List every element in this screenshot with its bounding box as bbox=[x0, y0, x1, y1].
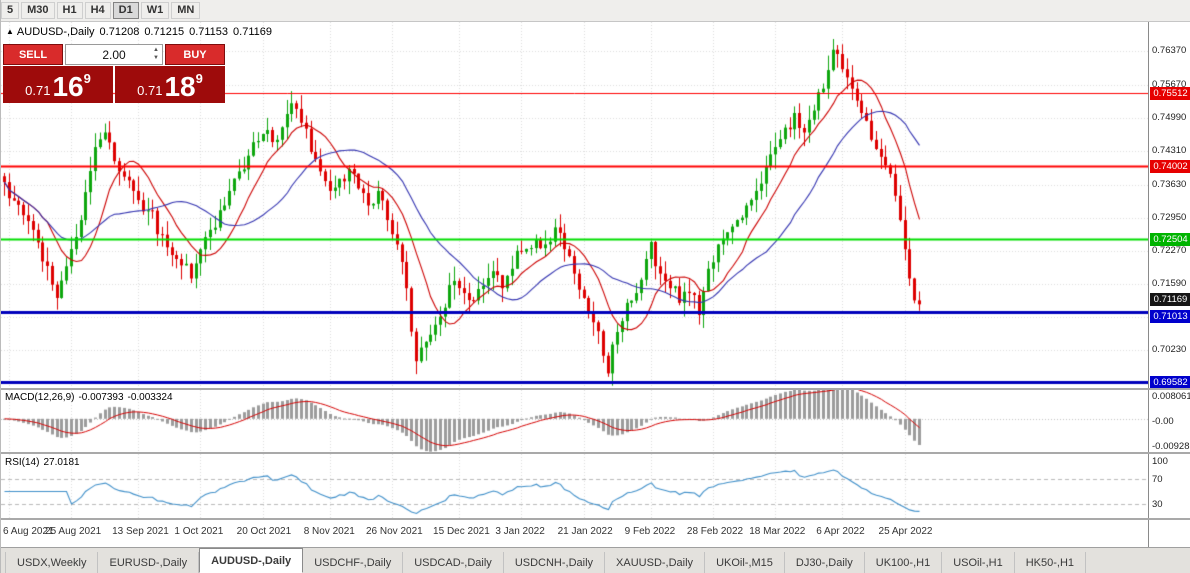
timeframe-toolbar: 5 M30 H1 H4 D1 W1 MN bbox=[1, 0, 1190, 22]
bid-price-pipette: 9 bbox=[83, 71, 91, 86]
rsi-value: 27.0181 bbox=[43, 457, 80, 468]
timeframe-button-5[interactable]: 5 bbox=[1, 2, 20, 19]
price-axis-tick: 0.74310 bbox=[1152, 145, 1187, 157]
macd-indicator-label: MACD(12,26,9) -0.007393 -0.003324 bbox=[5, 392, 177, 403]
macd-signal-value: -0.003324 bbox=[127, 392, 173, 403]
time-axis-label: 25 Aug 2021 bbox=[45, 526, 102, 537]
macd-name: MACD(12,26,9) bbox=[5, 392, 75, 403]
timeframe-button-h1[interactable]: H1 bbox=[56, 2, 83, 19]
chart-tab-usdcnh-daily[interactable]: USDCNH-,Daily bbox=[504, 552, 606, 573]
rsi-axis-label: 70 bbox=[1152, 474, 1163, 486]
bid-price-display[interactable]: 0.71 16 9 bbox=[3, 66, 113, 103]
time-axis-label: 15 Dec 2021 bbox=[433, 526, 490, 537]
price-axis-tick: 0.70230 bbox=[1152, 344, 1187, 356]
rsi-axis-label: 100 bbox=[1152, 455, 1168, 467]
chart-symbol-label: AUDUSD-,Daily bbox=[16, 26, 95, 38]
time-axis-label: 1 Oct 2021 bbox=[174, 526, 224, 537]
macd-axis-label: -0.009286 bbox=[1152, 441, 1190, 452]
ask-price-pipette: 9 bbox=[195, 71, 203, 86]
panel-separator[interactable] bbox=[1, 518, 1190, 520]
sell-button[interactable]: SELL bbox=[3, 44, 63, 65]
level-price-badge: 0.74002 bbox=[1150, 160, 1190, 174]
chart-tab-uk100-h1[interactable]: UK100-,H1 bbox=[865, 552, 943, 573]
time-axis-label: 25 Apr 2022 bbox=[878, 526, 933, 537]
rsi-indicator-canvas[interactable] bbox=[1, 454, 1148, 518]
price-axis-tick: 0.73630 bbox=[1152, 178, 1187, 190]
ask-price-prefix: 0.71 bbox=[137, 83, 163, 98]
timeframe-button-mn[interactable]: MN bbox=[171, 2, 201, 19]
chart-tab-usdcad-daily[interactable]: USDCAD-,Daily bbox=[403, 552, 504, 573]
time-axis[interactable]: 6 Aug 2021 25 Aug 2021 13 Sep 2021 1 Oct 20… bbox=[1, 520, 1148, 547]
panel-separator[interactable] bbox=[1, 452, 1190, 454]
time-axis-label: 9 Feb 2022 bbox=[624, 526, 676, 537]
chart-tab-eurusd-daily[interactable]: EURUSD-,Daily bbox=[98, 552, 200, 573]
ohlc-close: 0.71169 bbox=[233, 26, 272, 38]
timeframe-button-d1[interactable]: D1 bbox=[112, 2, 139, 19]
price-axis-tick: 0.76370 bbox=[1152, 45, 1187, 57]
time-axis-label: 3 Jan 2022 bbox=[495, 526, 545, 537]
time-axis-label: 6 Apr 2022 bbox=[816, 526, 865, 537]
time-axis-label: 21 Jan 2022 bbox=[557, 526, 613, 537]
macd-axis-label: -0.00 bbox=[1152, 416, 1174, 427]
time-axis-label: 28 Feb 2022 bbox=[686, 526, 744, 537]
chart-tab-hk50-h1[interactable]: HK50-,H1 bbox=[1015, 552, 1086, 573]
chart-tab-ukoil-m15[interactable]: UKOil-,M15 bbox=[705, 552, 785, 573]
time-axis-label: 8 Nov 2021 bbox=[303, 526, 355, 537]
rsi-name: RSI(14) bbox=[5, 457, 40, 468]
buy-button[interactable]: BUY bbox=[165, 44, 225, 65]
time-axis-label: 26 Nov 2021 bbox=[365, 526, 423, 537]
ohlc-low: 0.71153 bbox=[189, 26, 229, 38]
volume-value[interactable]: 2.00 bbox=[102, 47, 126, 62]
ask-price-big-digits: 18 bbox=[164, 71, 196, 103]
price-axis-tick: 0.71590 bbox=[1152, 277, 1187, 289]
timeframe-button-w1[interactable]: W1 bbox=[140, 2, 170, 19]
chart-tab-bar: USDX,Weekly EURUSD-,Daily AUDUSD-,Daily USD… bbox=[1, 547, 1190, 573]
chart-tab-audusd-daily[interactable]: AUDUSD-,Daily bbox=[199, 548, 304, 573]
collapse-triangle-icon[interactable]: ▲ bbox=[6, 27, 14, 36]
current-price-badge: 0.71169 bbox=[1150, 293, 1190, 307]
price-axis[interactable]: 0.76370 0.75670 0.74990 0.74310 0.73630 0.729… bbox=[1148, 22, 1190, 547]
chart-tab-usdx-weekly[interactable]: USDX,Weekly bbox=[5, 552, 99, 573]
one-click-trading-panel: SELL 2.00 ▲ ▼ BUY 0.71 16 9 0.71 18 9 bbox=[3, 44, 225, 103]
chart-tab-xauusd-daily[interactable]: XAUUSD-,Daily bbox=[605, 552, 706, 573]
volume-down-button[interactable]: ▼ bbox=[153, 55, 159, 61]
timeframe-button-h4[interactable]: H4 bbox=[84, 2, 111, 19]
rsi-axis-label: 30 bbox=[1152, 498, 1163, 510]
price-axis-tick: 0.72270 bbox=[1152, 244, 1187, 256]
panel-separator[interactable] bbox=[1, 388, 1190, 390]
chart-tab-dj30-daily[interactable]: DJ30-,Daily bbox=[785, 552, 865, 573]
ohlc-high: 0.71215 bbox=[144, 26, 185, 38]
chart-tab-usdchf-daily[interactable]: USDCHF-,Daily bbox=[303, 552, 404, 573]
level-price-badge: 0.75512 bbox=[1150, 86, 1190, 100]
chart-tab-usoil-h1[interactable]: USOil-,H1 bbox=[942, 552, 1015, 573]
volume-stepper[interactable]: 2.00 ▲ ▼ bbox=[65, 44, 163, 65]
ask-price-display[interactable]: 0.71 18 9 bbox=[115, 66, 225, 103]
macd-main-value: -0.007393 bbox=[78, 392, 124, 403]
level-price-badge: 0.71013 bbox=[1150, 309, 1190, 323]
level-price-badge: 0.72504 bbox=[1150, 233, 1190, 247]
macd-indicator-canvas[interactable] bbox=[1, 390, 1148, 452]
time-axis-label: 6 Aug 2021 bbox=[3, 526, 54, 537]
bid-price-prefix: 0.71 bbox=[25, 83, 51, 98]
timeframe-button-m30[interactable]: M30 bbox=[21, 2, 55, 19]
level-price-badge: 0.69582 bbox=[1150, 375, 1190, 389]
price-axis-tick: 0.75670 bbox=[1152, 79, 1187, 91]
rsi-indicator-label: RSI(14) 27.0181 bbox=[5, 457, 84, 468]
time-axis-label: 20 Oct 2021 bbox=[236, 526, 292, 537]
chart-ohlc-header: ▲ AUDUSD-,Daily 0.71208 0.71215 0.71153 0.711… bbox=[6, 26, 272, 38]
ohlc-open: 0.71208 bbox=[99, 26, 140, 38]
time-axis-label: 13 Sep 2021 bbox=[112, 526, 169, 537]
time-axis-label: 18 Mar 2022 bbox=[749, 526, 806, 537]
price-axis-tick: 0.74990 bbox=[1152, 112, 1187, 124]
volume-up-button[interactable]: ▲ bbox=[153, 47, 159, 53]
bid-price-big-digits: 16 bbox=[52, 71, 84, 103]
price-axis-tick: 0.72950 bbox=[1152, 211, 1187, 223]
macd-axis-label: 0.008061 bbox=[1152, 391, 1190, 402]
